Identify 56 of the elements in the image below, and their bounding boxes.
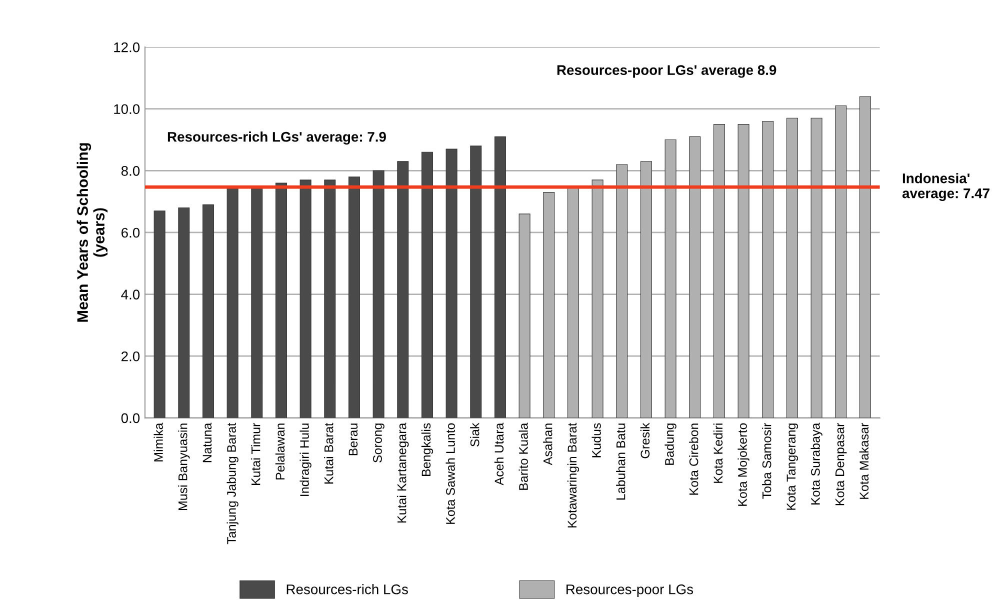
bar bbox=[494, 136, 506, 418]
x-tick-label: Indragiri Hulu bbox=[300, 424, 312, 496]
x-tick-label: Aceh Utara bbox=[494, 422, 504, 486]
legend-label: Resources-rich LGs bbox=[286, 584, 408, 594]
y-tick-label: 8.0 bbox=[121, 166, 140, 176]
y-tick-label: 4.0 bbox=[121, 290, 140, 300]
ref-line-label: Indonesia' average: 7.47 bbox=[902, 173, 990, 202]
x-tick-label: Kutai Barat bbox=[324, 422, 334, 484]
annotation: Resources-poor LGs' average 8.9 bbox=[557, 65, 776, 78]
legend-label: Resources-poor LGs bbox=[566, 584, 694, 598]
x-tick-label: Kota Tangerang bbox=[786, 424, 798, 510]
x-tick-label: Bengkalis bbox=[421, 423, 434, 476]
x-tick-label: Kota Makasar bbox=[859, 422, 869, 499]
x-tick-label: Natuna bbox=[202, 422, 212, 462]
bar bbox=[202, 204, 214, 418]
bar bbox=[275, 182, 287, 418]
x-tick-label: Kota Kediri bbox=[713, 424, 723, 483]
y-tick-label: 2.0 bbox=[122, 351, 140, 362]
bar bbox=[372, 170, 384, 418]
x-tick-label: Badung bbox=[664, 424, 676, 465]
y-axis-title: Mean Years of Schooling (years) bbox=[76, 143, 108, 322]
x-tick-label: Kota Sawah Lunto bbox=[446, 423, 455, 524]
x-tick-label: Kutai Timur bbox=[251, 422, 260, 485]
x-tick-label: Kota Mojokerto bbox=[738, 423, 750, 506]
y-tick-label: 10.0 bbox=[114, 104, 140, 114]
bar bbox=[154, 210, 166, 418]
bar bbox=[470, 146, 482, 418]
x-tick-label: Kudus bbox=[592, 423, 601, 458]
x-tick-label: Tanjung Jabung Barat bbox=[226, 422, 238, 544]
x-tick-label: Musi Banyuasin bbox=[178, 424, 190, 510]
bar bbox=[178, 207, 190, 418]
x-tick-label: Kotawaringin Barat bbox=[567, 422, 580, 528]
x-tick-label: Labuhan Batu bbox=[616, 424, 626, 500]
y-tick-label: 12.0 bbox=[114, 42, 140, 52]
bar bbox=[397, 161, 409, 418]
y-tick-label: 6.0 bbox=[122, 228, 140, 238]
bar bbox=[348, 176, 360, 418]
x-tick-label: Asahan bbox=[543, 424, 552, 466]
y-tick-label: 0.0 bbox=[121, 413, 140, 424]
x-tick-label: Kota Cirebon bbox=[689, 424, 698, 495]
bar bbox=[446, 148, 458, 418]
bar bbox=[324, 180, 336, 418]
x-tick-label: Toba Samosir bbox=[762, 422, 772, 499]
x-tick-label: Sorong bbox=[373, 424, 384, 463]
x-tick-label: Kota Surabaya bbox=[810, 422, 822, 504]
bar bbox=[300, 180, 312, 418]
x-tick-label: Siak bbox=[470, 422, 480, 447]
annotation: Resources-rich LGs' average: 7.9 bbox=[168, 132, 386, 145]
x-tick-label: Barito Kuala bbox=[518, 422, 528, 490]
x-tick-label: Gresik bbox=[640, 422, 650, 458]
bar bbox=[421, 152, 433, 418]
x-tick-label: Pelalawan bbox=[275, 424, 285, 480]
x-tick-label: Mimika bbox=[154, 422, 163, 462]
x-tick-label: Kota Denpasar bbox=[836, 422, 847, 506]
x-tick-label: Berau bbox=[348, 424, 358, 456]
x-tick-label: Kutai Kartanegara bbox=[397, 422, 409, 523]
